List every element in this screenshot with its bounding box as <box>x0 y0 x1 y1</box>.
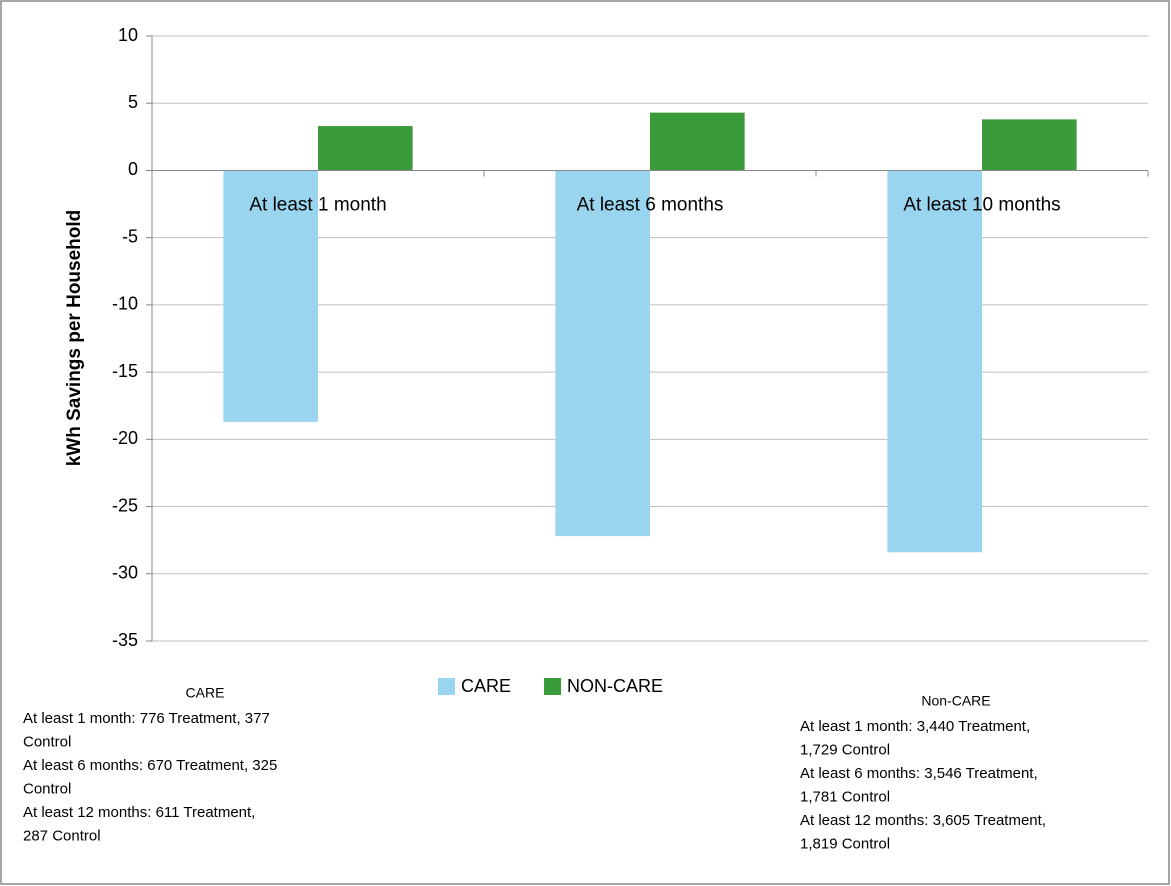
note-line: At least 6 months: 3,546 Treatment, <box>800 765 1038 782</box>
bar <box>555 170 650 537</box>
x-tick-label: At least 1 month <box>249 194 386 215</box>
note-line: 1,729 Control <box>800 741 890 758</box>
note-title: Non-CARE <box>921 693 990 709</box>
y-tick-label: 10 <box>118 25 138 45</box>
y-tick-label: -10 <box>112 294 138 314</box>
note-line: At least 12 months: 3,605 Treatment, <box>800 812 1046 829</box>
y-axis-label: kWh Savings per Household <box>64 210 85 467</box>
note-title: CARE <box>186 685 225 701</box>
bar <box>223 170 318 422</box>
bar <box>887 170 982 553</box>
note-line: 1,781 Control <box>800 788 890 805</box>
x-tick-label: At least 6 months <box>577 194 724 215</box>
note-line: At least 1 month: 776 Treatment, 377 <box>23 710 270 727</box>
x-tick-label: At least 10 months <box>903 194 1060 215</box>
note-line: Control <box>23 780 71 797</box>
y-tick-label: 0 <box>128 159 138 179</box>
bar <box>318 126 413 171</box>
note-line: 1,819 Control <box>800 835 890 852</box>
note-line: At least 12 months: 611 Treatment, <box>23 804 255 821</box>
bar <box>650 112 745 171</box>
y-tick-label: -35 <box>112 630 138 650</box>
y-tick-label: -5 <box>122 226 138 246</box>
legend-label: NON-CARE <box>567 676 663 696</box>
note-line: Control <box>23 733 71 750</box>
legend-swatch <box>544 678 562 695</box>
note-line: At least 1 month: 3,440 Treatment, <box>800 718 1030 735</box>
y-tick-label: 5 <box>128 92 138 112</box>
note-line: At least 6 months: 670 Treatment, 325 <box>23 757 277 774</box>
y-tick-label: -25 <box>112 495 138 515</box>
legend-label: CARE <box>461 676 511 696</box>
y-tick-label: -30 <box>112 563 138 583</box>
bar <box>982 119 1077 171</box>
y-tick-label: -15 <box>112 361 138 381</box>
note-line: 287 Control <box>23 827 101 844</box>
legend-swatch <box>438 678 455 695</box>
y-tick-label: -20 <box>112 428 138 448</box>
